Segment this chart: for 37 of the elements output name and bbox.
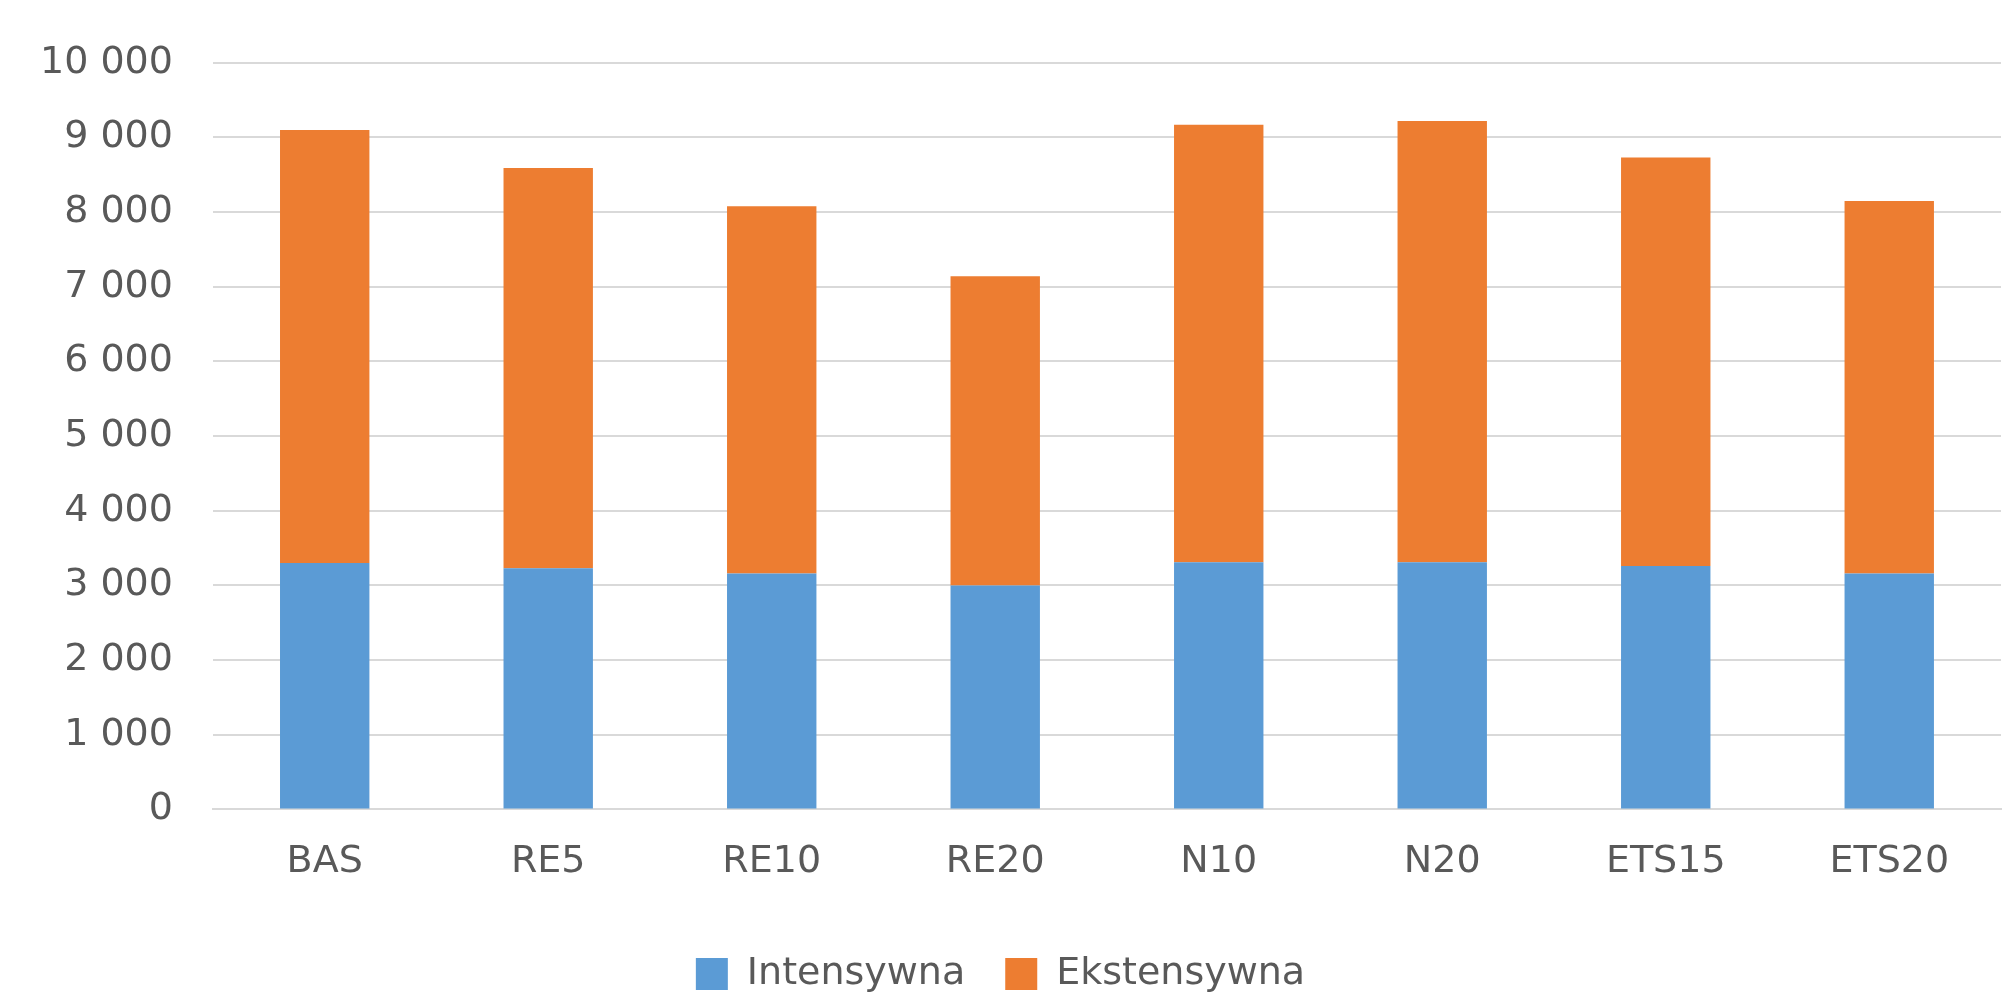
bar (503, 568, 593, 809)
x-tick-label: N10 (1180, 837, 1258, 882)
y-tick-label: 1 000 (64, 709, 173, 754)
bar (950, 276, 1040, 586)
bar (1397, 121, 1487, 563)
bar (1174, 562, 1264, 809)
x-tick-label: ETS15 (1605, 837, 1726, 882)
bar (727, 573, 817, 809)
legend-label: Ekstensywna (1056, 948, 1306, 993)
y-tick-label: 3 000 (64, 560, 173, 605)
legend-label: Intensywna (746, 948, 966, 993)
x-tick-label: RE5 (510, 837, 586, 882)
x-tick-label: RE20 (945, 837, 1045, 882)
bar (1397, 562, 1487, 809)
y-tick-label: 5 000 (64, 410, 173, 455)
y-tick-label: 9 000 (64, 112, 173, 157)
x-tick-label: RE10 (722, 837, 822, 882)
y-tick-label: 10 000 (39, 37, 173, 82)
bar (280, 563, 370, 809)
x-tick-label: BAS (286, 837, 363, 882)
bar (1621, 566, 1711, 809)
bar (1174, 124, 1264, 563)
bar (1844, 200, 1934, 574)
bar (1844, 573, 1934, 809)
bar (1621, 157, 1711, 567)
bar (280, 129, 370, 564)
x-tick-label: ETS20 (1829, 837, 1950, 882)
y-tick-label: 6 000 (64, 336, 173, 381)
x-tick-label: N20 (1403, 837, 1481, 882)
y-tick-label: 4 000 (64, 485, 173, 530)
bar (727, 206, 817, 574)
bar (950, 585, 1040, 809)
bar (503, 168, 593, 569)
y-tick-label: 2 000 (64, 634, 173, 679)
y-tick-label: 7 000 (64, 261, 173, 306)
y-tick-label: 8 000 (64, 186, 173, 231)
y-tick-label: 0 (148, 784, 173, 829)
